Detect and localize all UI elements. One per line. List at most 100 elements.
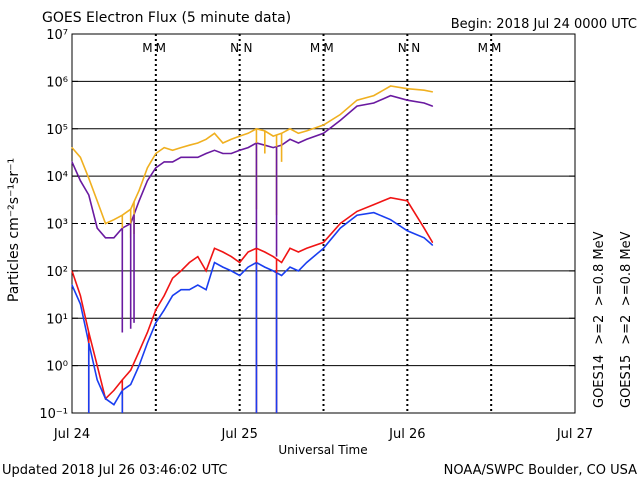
data-point (431, 91, 434, 93)
data-point (130, 383, 132, 386)
data-point (96, 200, 98, 202)
data-point (113, 404, 115, 406)
y-tick-label: 10⁶ (46, 75, 68, 90)
y-tick-label: 10³ (46, 218, 68, 233)
data-point (230, 152, 232, 155)
data-point (373, 204, 375, 206)
data-point (180, 289, 182, 291)
data-point (146, 167, 149, 169)
data-point (188, 289, 190, 291)
data-point (113, 389, 115, 391)
data-point (322, 132, 325, 134)
data-point (297, 132, 299, 134)
data-point (356, 210, 358, 213)
data-point (113, 219, 115, 221)
y-axis-ticks: 10⁻¹ 10⁰ 10¹ 10² 10³ 10⁴ 10⁵ 10⁶ 10⁷ (39, 28, 575, 422)
data-point (104, 222, 107, 225)
data-point (213, 247, 216, 249)
midnight-marker-m: M (478, 41, 488, 55)
data-point (406, 200, 408, 202)
data-point (373, 102, 375, 104)
data-point (247, 132, 249, 134)
data-point (264, 266, 266, 268)
data-point (297, 142, 299, 144)
data-point (230, 270, 232, 272)
data-point (138, 200, 140, 202)
y-tick-label: 10⁷ (46, 28, 68, 43)
data-point (297, 270, 299, 272)
data-point (205, 138, 207, 140)
data-point (188, 144, 190, 146)
data-point (96, 365, 98, 367)
midnight-marker-n: N (411, 41, 420, 55)
legend: GOES14 >=2 >=0.8 MeV GOES15 >=2 >=0.8 MeV (592, 231, 634, 408)
data-point (197, 284, 199, 286)
midnight-marker-m: M (156, 41, 166, 55)
legend-entry: >=0.8 MeV (619, 231, 634, 306)
data-point (138, 365, 140, 367)
data-point (71, 147, 73, 149)
data-point (213, 261, 216, 264)
data-point (272, 135, 274, 137)
y-tick-label: 10⁰ (46, 360, 68, 375)
data-point (222, 152, 224, 155)
midnight-marker-m: M (142, 41, 152, 55)
data-point (222, 142, 224, 144)
data-point (406, 99, 408, 101)
data-point (180, 156, 182, 158)
data-point (88, 177, 90, 179)
data-point (289, 247, 291, 249)
y-tick-label: 10⁻¹ (39, 407, 68, 422)
data-point (339, 227, 341, 229)
gridlines (72, 34, 575, 413)
data-point (406, 88, 408, 90)
data-point (205, 152, 207, 155)
data-point (146, 342, 149, 344)
data-point (297, 251, 299, 253)
data-point (239, 135, 241, 137)
legend-entry: GOES15 (619, 355, 634, 408)
data-point (239, 149, 241, 151)
data-point (71, 161, 73, 163)
y-tick-label: 10² (46, 265, 68, 280)
data-point (79, 303, 81, 305)
data-point (373, 95, 375, 97)
data-point (431, 244, 434, 246)
data-point (163, 147, 165, 149)
data-point (280, 261, 283, 264)
data-point (289, 266, 291, 268)
data-point (71, 284, 73, 286)
data-point (289, 128, 291, 130)
data-point (155, 309, 157, 311)
data-point (339, 119, 341, 122)
midnight-marker-m: M (491, 41, 501, 55)
data-point (389, 85, 392, 87)
updated-text: Updated 2018 Jul 26 03:46:02 UTC (2, 463, 227, 478)
data-point (423, 102, 425, 104)
data-point (280, 274, 283, 277)
data-point (172, 149, 174, 151)
data-point (79, 156, 81, 158)
series-group (71, 85, 434, 413)
data-point (431, 241, 434, 243)
credit-text: NOAA/SWPC Boulder, CO USA (444, 463, 637, 478)
data-point (423, 227, 425, 229)
data-point (322, 247, 325, 249)
data-point (222, 266, 224, 268)
y-tick-label: 10⁴ (46, 170, 68, 185)
data-point (205, 270, 207, 272)
data-point (406, 230, 408, 232)
data-point (155, 152, 157, 155)
data-point (213, 132, 216, 134)
x-tick-label: Jul 26 (388, 427, 425, 442)
legend-entry: GOES14 (592, 355, 607, 408)
data-point (130, 369, 132, 371)
chart-title: GOES Electron Flux (5 minute data) (42, 10, 291, 26)
data-point (155, 322, 157, 324)
y-axis-label: Particles cm⁻²s⁻¹sr⁻¹ (6, 158, 22, 302)
data-point (322, 124, 325, 126)
data-point (289, 138, 291, 140)
data-point (172, 161, 174, 163)
